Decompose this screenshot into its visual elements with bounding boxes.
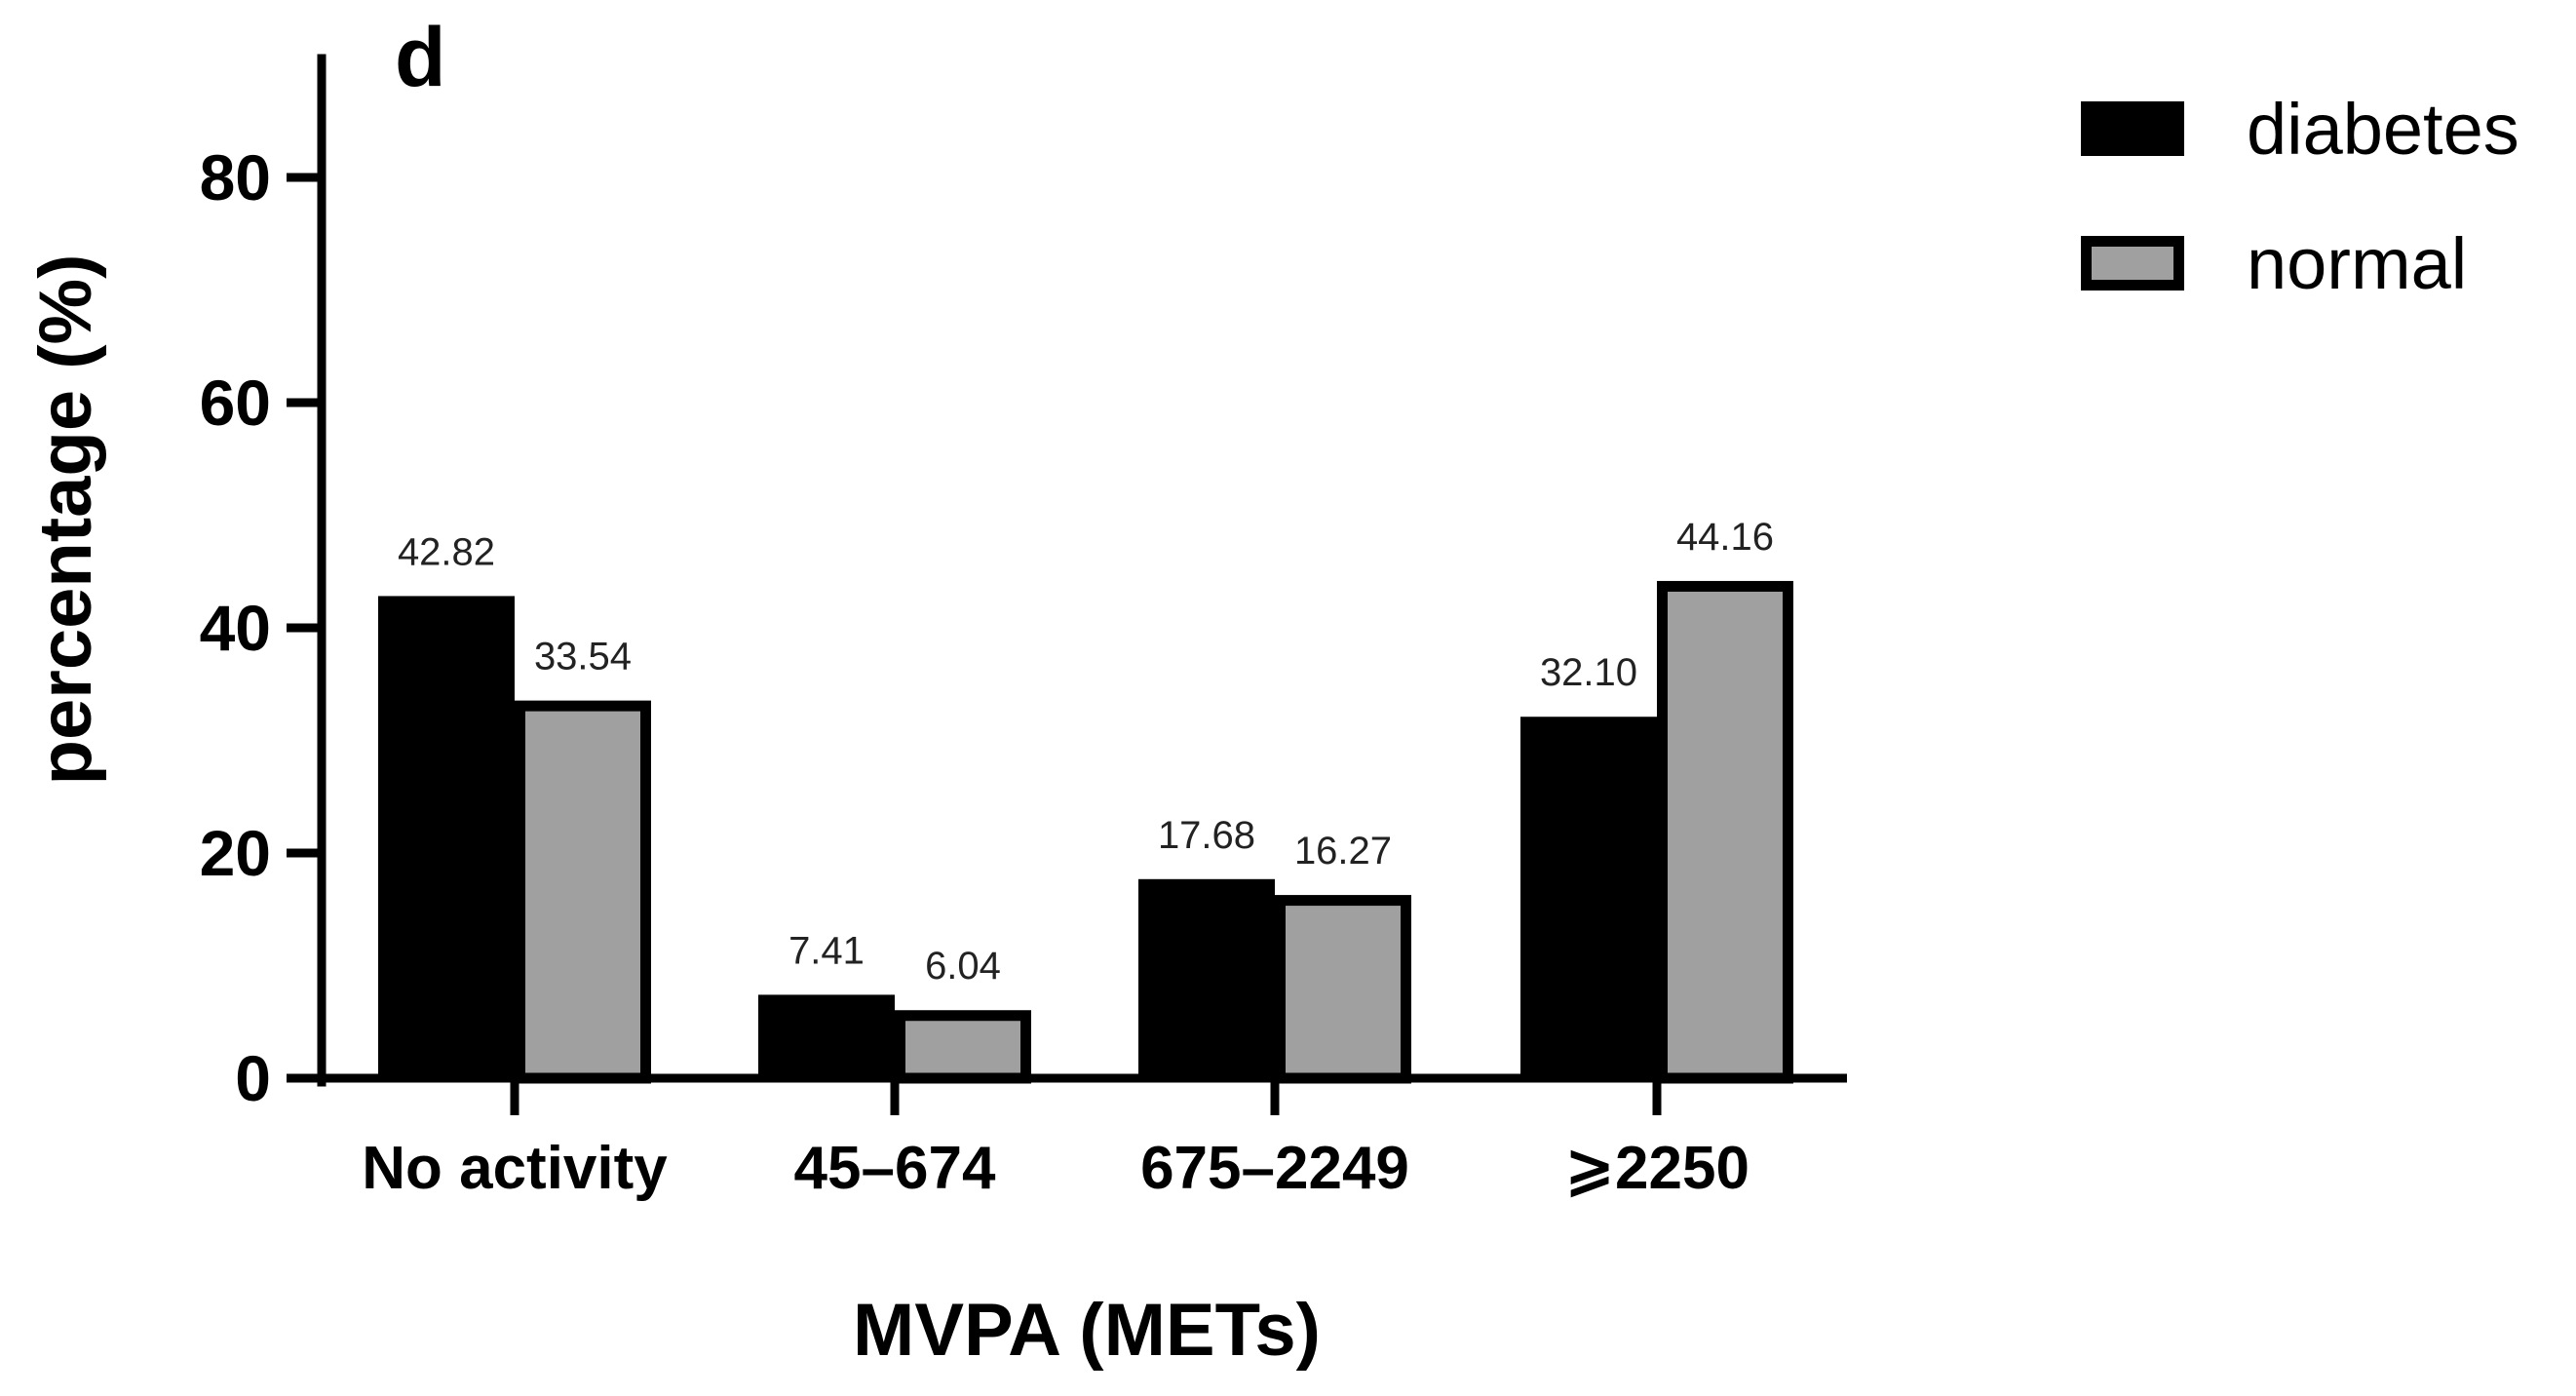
data-label-normal: 16.27 (1294, 830, 1392, 872)
x-tick-label: 45–674 (794, 1135, 996, 1202)
data-label-normal: 33.54 (534, 636, 632, 679)
y-ticks-group: 0 20 40 60 80 (200, 141, 322, 1114)
y-tick-label: 20 (200, 817, 271, 889)
axes-group (317, 54, 1847, 1087)
data-label-normal: 6.04 (925, 945, 1001, 988)
legend-swatch-normal (2081, 236, 2184, 291)
bar-normal (1657, 580, 1793, 1084)
legend-swatch-diabetes (2081, 101, 2184, 156)
bar-diabetes (1520, 717, 1657, 1078)
bar-normal (1275, 895, 1411, 1084)
x-ticks-group: No activity 45–674 675–2249 ⩾2250 (362, 1078, 1749, 1202)
x-tick-label: ⩾2250 (1564, 1135, 1749, 1202)
bars-group (378, 580, 1793, 1084)
y-tick-label: 80 (200, 141, 271, 213)
data-label-diabetes: 42.82 (398, 530, 495, 573)
x-tick-label: No activity (362, 1135, 668, 1202)
bar-diabetes (378, 596, 515, 1078)
legend-label-diabetes: diabetes (2247, 89, 2519, 170)
bar-normal (515, 700, 651, 1084)
x-tick-label: 675–2249 (1140, 1135, 1409, 1202)
data-label-diabetes: 32.10 (1540, 651, 1637, 694)
legend: diabetes normal (2081, 89, 2519, 304)
panel-letter: d (395, 11, 446, 104)
y-axis-title: percentage (%) (24, 254, 107, 786)
data-label-normal: 44.16 (1676, 516, 1774, 559)
legend-label-normal: normal (2247, 223, 2467, 304)
bar-diabetes (1138, 878, 1275, 1078)
x-axis-title: MVPA (METs) (853, 1289, 1321, 1372)
data-label-diabetes: 17.68 (1158, 814, 1255, 857)
value-labels-group: 42.82 7.41 17.68 32.10 33.54 6.04 16.27 44.16 (398, 516, 1774, 988)
bar-diabetes (758, 994, 895, 1078)
y-tick-label: 0 (235, 1042, 271, 1114)
bar-normal (895, 1010, 1031, 1084)
y-tick-label: 40 (200, 592, 271, 664)
y-tick-label: 60 (200, 367, 271, 439)
data-label-diabetes: 7.41 (788, 929, 865, 972)
